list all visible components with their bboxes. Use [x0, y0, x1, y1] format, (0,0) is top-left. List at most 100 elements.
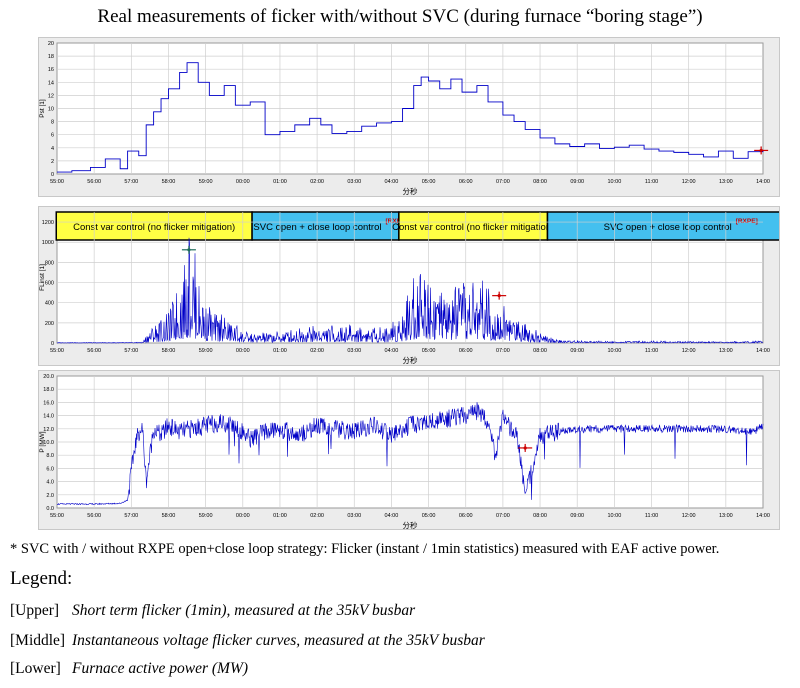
x-tick-label: 58:00: [162, 179, 176, 185]
legend-tag: [Upper]: [10, 602, 60, 619]
y-tick-label: 16: [48, 67, 54, 73]
x-tick-label: 56:00: [87, 348, 101, 354]
x-tick-label: 12:00: [682, 179, 696, 185]
y-tick-label: 20: [48, 41, 54, 47]
x-tick-label: 00:00: [236, 348, 250, 354]
legend-row-middle: [Middle] Instantaneous voltage flicker cu…: [10, 632, 485, 650]
x-tick-label: 04:00: [385, 513, 399, 519]
x-tick-label: 03:00: [347, 179, 361, 185]
legend-row-upper: [Upper] Short term flicker (1min), measur…: [10, 602, 415, 620]
x-tick-label: 57:00: [124, 179, 138, 185]
x-tick-label: 10:00: [607, 513, 621, 519]
control-band: [251, 211, 400, 241]
x-tick-label: 13:00: [719, 348, 733, 354]
y-tick-label: 4: [51, 146, 54, 152]
y-tick-label: 6.0: [46, 466, 54, 472]
lower-chart: 0.0 2.0 4.0 6.0 8.0 10.0 12.0 14.0 16.0 18.0 20.0 5…: [39, 374, 770, 530]
x-tick-label: 01:00: [273, 513, 287, 519]
x-tick-label: 07:00: [496, 513, 510, 519]
middle-chart-panel: Const var control (no flicker mitigation…: [38, 206, 800, 366]
x-tick-label: 02:00: [310, 513, 324, 519]
x-tick-label: 02:00: [310, 348, 324, 354]
x-tick-label: 12:00: [682, 348, 696, 354]
y-tick-label: 8.0: [46, 453, 54, 459]
y-tick-label: 2: [51, 159, 54, 165]
legend-tag: [Lower]: [10, 660, 61, 677]
y-tick-label: 20.0: [43, 374, 54, 380]
cursor-marker-dot: [759, 148, 763, 153]
band-label: SVC open + close loop control: [604, 222, 732, 233]
y-tick-label: 18: [48, 54, 54, 60]
y-tick-label: 1000: [42, 240, 54, 246]
series-line: [57, 62, 765, 173]
cursor-marker-dot: [523, 446, 527, 450]
y-tick-label: 0.0: [46, 506, 54, 512]
legend-title: Legend:: [10, 568, 73, 589]
x-tick-label: 04:00: [385, 348, 399, 354]
x-tick-label: 10:00: [607, 179, 621, 185]
y-tick-label: 18.0: [43, 387, 54, 393]
figure-title: Real measurements of ficker with/without…: [97, 6, 703, 27]
x-tick-label: 08:00: [533, 179, 547, 185]
y-axis-label: FLinst [1]: [39, 264, 46, 291]
x-tick-label: 11:00: [645, 513, 658, 519]
x-tick-label: 56:00: [87, 179, 101, 185]
band-label: Const var control (no flicker mitigation…: [73, 222, 235, 233]
y-tick-label: 10.0: [43, 440, 54, 446]
x-tick-label: 59:00: [199, 348, 213, 354]
y-tick-label: 2.0: [46, 493, 54, 499]
x-tick-label: 55:00: [50, 348, 64, 354]
y-tick-label: 600: [45, 281, 54, 287]
x-tick-label: 14:00: [756, 513, 770, 519]
x-tick-label: 03:00: [347, 348, 361, 354]
legend-desc: Short term flicker (1min), measured at t…: [72, 602, 416, 619]
y-tick-label: 12: [48, 93, 54, 99]
x-tick-label: 11:00: [645, 179, 658, 185]
y-tick-label: 200: [45, 321, 54, 327]
cursor-marker-dot: [497, 294, 501, 298]
y-tick-label: 0: [51, 172, 54, 178]
y-tick-label: 0: [51, 341, 54, 347]
y-axis-label: P [MW]: [39, 431, 46, 452]
x-tick-label: 06:00: [459, 179, 473, 185]
series-line: [57, 237, 764, 344]
upper-chart-panel: 0 2 4 6 8 10 12 14 16 18 20 55:00 56:00 57:00 58:00 59:…: [38, 37, 780, 197]
x-tick-label: 58:00: [162, 348, 176, 354]
y-tick-label: 14: [48, 80, 54, 86]
x-tick-label: 09:00: [570, 348, 584, 354]
control-band: [546, 211, 800, 241]
legend-desc: Instantaneous voltage flicker curves, me…: [72, 632, 485, 649]
x-tick-label: 01:00: [273, 348, 287, 354]
x-tick-label: 57:00: [124, 513, 138, 519]
band-label: SVC open + close loop control: [253, 222, 381, 233]
x-tick-label: 13:00: [719, 513, 733, 519]
x-tick-label: 06:00: [459, 513, 473, 519]
x-axis-label: 分秒: [403, 186, 418, 196]
y-tick-label: 400: [45, 301, 54, 307]
x-tick-label: 57:00: [124, 348, 138, 354]
y-tick-label: 16.0: [43, 400, 54, 406]
x-tick-label: 14:00: [756, 179, 770, 185]
x-axis-label: 分秒: [403, 355, 418, 365]
legend-row-lower: [Lower] Furnace active power (MW): [10, 660, 248, 678]
x-tick-label: 12:00: [682, 513, 696, 519]
x-tick-label: 02:00: [310, 179, 324, 185]
x-tick-label: 09:00: [570, 513, 584, 519]
series-line: [56, 402, 764, 506]
x-tick-label: 55:00: [50, 179, 64, 185]
x-tick-label: 03:00: [347, 513, 361, 519]
x-tick-label: 05:00: [422, 179, 436, 185]
x-tick-label: 10:00: [607, 348, 621, 354]
y-tick-label: 800: [45, 260, 54, 266]
y-tick-label: 10: [48, 107, 54, 113]
y-tick-label: 12.0: [43, 427, 54, 433]
x-tick-label: 07:00: [496, 348, 510, 354]
x-tick-label: 55:00: [50, 513, 64, 519]
x-tick-label: 05:00: [422, 348, 436, 354]
x-axis-label: 分秒: [403, 520, 418, 529]
y-axis-label: Pst [1]: [39, 99, 46, 118]
upper-chart: 0 2 4 6 8 10 12 14 16 18 20 55:00 56:00 57:00 58:00 59:…: [39, 41, 770, 196]
cursor-marker-dot: [187, 248, 191, 252]
y-tick-label: 14.0: [43, 414, 54, 420]
middle-chart: Const var control (no flicker mitigation…: [39, 211, 800, 365]
